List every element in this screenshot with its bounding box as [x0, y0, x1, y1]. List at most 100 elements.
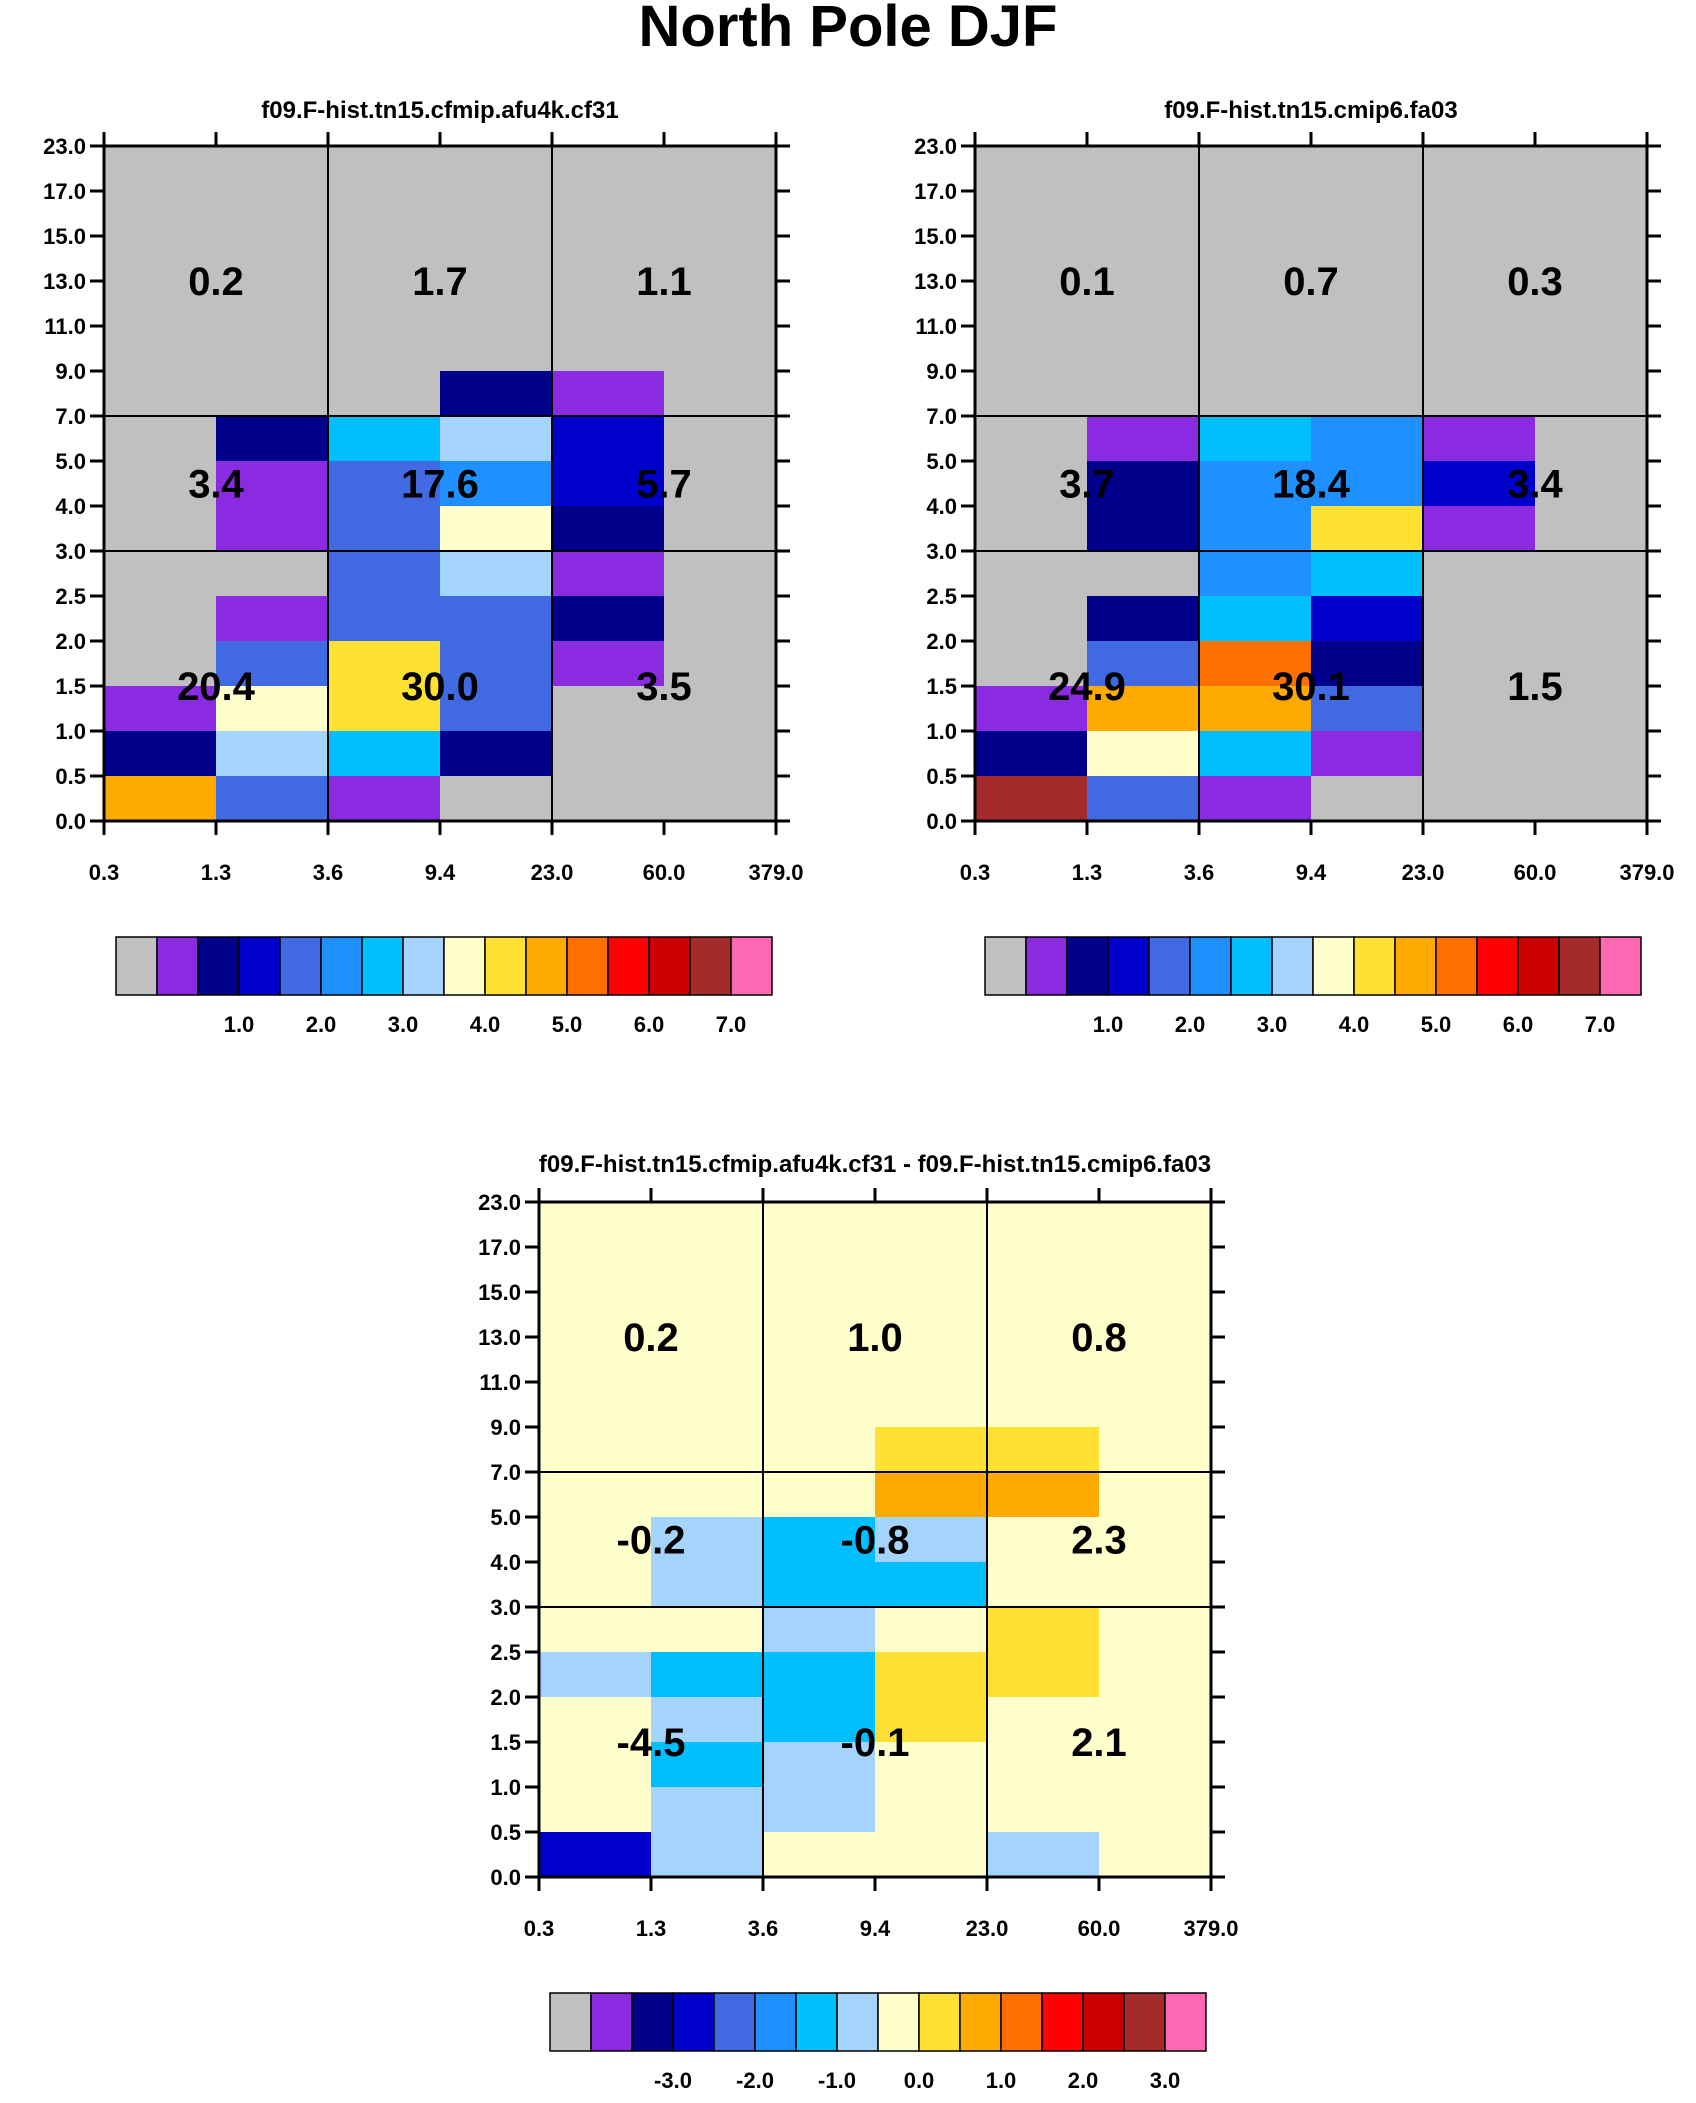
heatmap-cell: [1199, 551, 1312, 597]
heatmap-cell: [552, 416, 665, 462]
heatmap-cell: [216, 416, 329, 462]
colorbar-box: [648, 936, 691, 996]
heatmap-cell: [987, 1337, 1100, 1383]
heatmap-cell: [975, 461, 1088, 507]
heatmap-cell: [975, 191, 1088, 237]
heatmap-cell: [1535, 281, 1648, 327]
heatmap-cell: [539, 1652, 652, 1698]
colorbar-box: [1000, 1992, 1043, 2052]
heatmap-cell: [216, 326, 329, 372]
colorbar-box: [197, 936, 240, 996]
heatmap-cell: [539, 1202, 652, 1248]
heatmap-cell: [552, 191, 665, 237]
colorbar-label: -2.0: [736, 2068, 774, 2093]
y-tick-label: 2.5: [490, 1640, 521, 1665]
heatmap-cell: [1423, 551, 1536, 597]
heatmap-cell: [763, 1607, 876, 1653]
heatmap-cell: [875, 1697, 988, 1743]
colorbar-label: -3.0: [654, 2068, 692, 2093]
panel-title: f09.F-hist.tn15.cfmip.afu4k.cf31 - f09.F…: [539, 1151, 1211, 1178]
heatmap-cell: [1423, 686, 1536, 732]
y-tick-label: 5.0: [926, 449, 957, 474]
heatmap-cell: [875, 1517, 988, 1563]
heatmap-cell: [440, 551, 553, 597]
heatmap-cell: [1423, 191, 1536, 237]
heatmap-cell: [1199, 776, 1312, 822]
block-value-label: 3.5: [636, 665, 692, 709]
heatmap-cell: [763, 1337, 876, 1383]
heatmap-cell: [216, 281, 329, 327]
heatmap-cell: [104, 461, 217, 507]
block-value-label: 17.6: [401, 463, 479, 507]
x-tick-label: 60.0: [643, 860, 686, 885]
x-tick-label: 3.6: [748, 1916, 779, 1941]
heatmap-cell: [328, 461, 441, 507]
heatmap-cell: [875, 1787, 988, 1833]
heatmap-cell: [440, 236, 553, 282]
heatmap-cell: [987, 1742, 1100, 1788]
x-tick-label: 0.3: [960, 860, 991, 885]
y-tick-label: 3.0: [926, 539, 957, 564]
colorbar-box: [1599, 936, 1642, 996]
heatmap-cell: [104, 596, 217, 642]
heatmap-cell: [651, 1562, 764, 1608]
heatmap-cell: [552, 641, 665, 687]
colorbar-box: [918, 1992, 961, 2052]
heatmap-cell: [1535, 416, 1648, 462]
heatmap-cell: [216, 551, 329, 597]
y-tick-label: 9.0: [490, 1415, 521, 1440]
heatmap-cell: [440, 146, 553, 192]
heatmap-cell: [975, 686, 1088, 732]
y-tick-label: 3.0: [55, 539, 86, 564]
heatmap-cell: [651, 1382, 764, 1428]
heatmap-cell: [664, 461, 777, 507]
heatmap-cell: [1099, 1247, 1212, 1293]
heatmap-cell: [440, 371, 553, 417]
x-tick-label: 23.0: [1402, 860, 1445, 885]
heatmap-cell: [1099, 1787, 1212, 1833]
colorbar-box: [484, 936, 527, 996]
block-value-label: 1.0: [847, 1316, 903, 1360]
heatmap-cell: [552, 461, 665, 507]
heatmap-cell: [1311, 281, 1424, 327]
panel-1: f09.F-hist.tn15.cfmip.afu4k.cf31 0.2 1.7 1.…: [43, 97, 803, 1037]
y-tick-label: 2.5: [55, 584, 86, 609]
heatmap-cell: [875, 1832, 988, 1878]
heatmap-cell: [975, 236, 1088, 282]
y-tick-label: 17.0: [478, 1235, 521, 1260]
heatmap-cell: [975, 776, 1088, 822]
panel-title: f09.F-hist.tn15.cfmip.afu4k.cf31: [261, 97, 618, 124]
x-tick-label: 379.0: [1619, 860, 1674, 885]
heatmap-cell: [539, 1562, 652, 1608]
axes: 0.0 0.5 1.0 1.5 2.0 2.5 3.0 4.0 5.0 7.0 9.0 11.0 13.…: [43, 132, 804, 885]
heatmap-cell: [1423, 281, 1536, 327]
heatmap-cell: [1535, 596, 1648, 642]
colorbar-label: 4.0: [470, 1012, 501, 1037]
y-tick-label: 1.0: [55, 719, 86, 744]
heatmap-cell: [1199, 146, 1312, 192]
figure-title: North Pole DJF: [639, 0, 1058, 59]
heatmap-cell: [1087, 236, 1200, 282]
heatmap-cell: [763, 1292, 876, 1338]
colorbar: -3.0 -2.0 -1.0 0.0 1.0 2.0 3.0: [549, 1992, 1207, 2093]
heatmap-cell: [1311, 461, 1424, 507]
heatmap-cell: [216, 731, 329, 777]
x-tick-label: 3.6: [1184, 860, 1215, 885]
heatmap-cell: [1087, 551, 1200, 597]
heatmap-cell: [539, 1607, 652, 1653]
heatmap-cell: [987, 1697, 1100, 1743]
colorbar-box: [631, 1992, 674, 2052]
heatmap-cell: [1423, 641, 1536, 687]
heatmap-cell: [875, 1472, 988, 1518]
heatmap-cell: [664, 236, 777, 282]
colorbar-box: [1271, 936, 1314, 996]
colorbar-box: [238, 936, 281, 996]
heatmap-cell: [440, 641, 553, 687]
heatmap-cell: [1311, 641, 1424, 687]
x-tick-label: 60.0: [1514, 860, 1557, 885]
block-value-label: 0.7: [1283, 260, 1339, 304]
x-tick-label: 379.0: [1183, 1916, 1238, 1941]
heatmap-cell: [104, 731, 217, 777]
heatmap-cell: [975, 326, 1088, 372]
colorbar-label: 4.0: [1339, 1012, 1370, 1037]
